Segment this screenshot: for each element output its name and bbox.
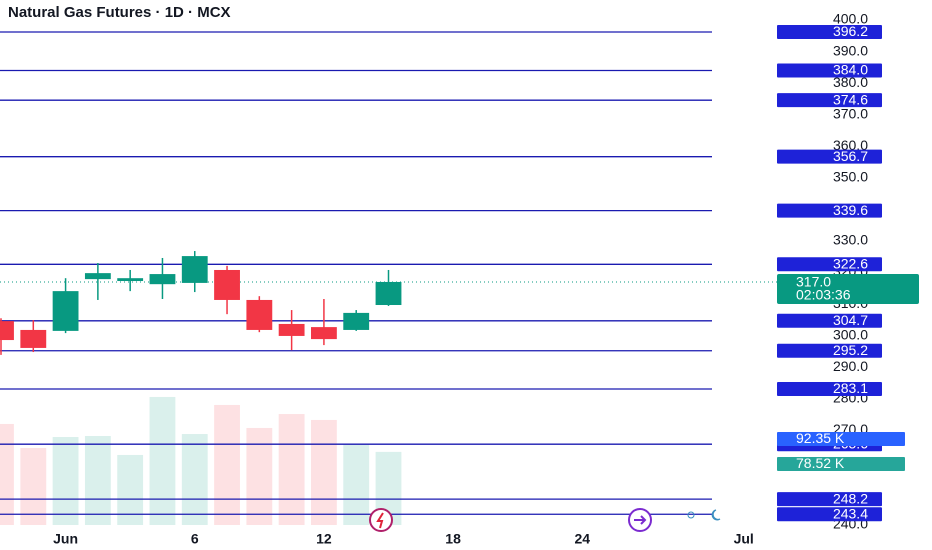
y-tick-label: 380.0: [833, 74, 868, 90]
level-box: [777, 24, 882, 39]
volume-bar: [117, 454, 144, 525]
level-box: [777, 313, 882, 328]
candle-body: [0, 321, 14, 341]
candle-body: [343, 312, 370, 330]
candle-body: [278, 323, 305, 336]
volume-bar: [311, 419, 337, 525]
x-tick-label: 12: [316, 531, 332, 547]
level-box: [777, 149, 882, 164]
level-label: 396.2: [833, 23, 868, 39]
candle-body: [375, 281, 402, 306]
candle-body: [52, 291, 79, 331]
volume-marker-label: 92.35 K: [796, 430, 845, 446]
level-label: 295.2: [833, 342, 868, 358]
y-tick-label: 290.0: [833, 358, 868, 374]
level-label: 356.7: [833, 148, 868, 164]
x-tick-label: 6: [191, 531, 199, 547]
y-tick-label: 360.0: [833, 137, 868, 153]
y-tick-label: 350.0: [833, 169, 868, 185]
level-label: 243.4: [833, 505, 868, 521]
level-box: [777, 93, 882, 108]
y-tick-label: 390.0: [833, 42, 868, 58]
candle-body: [181, 256, 208, 283]
y-tick-label: 300.0: [833, 326, 868, 342]
y-tick-label: 330.0: [833, 232, 868, 248]
volume-bar: [181, 434, 208, 525]
candle-body: [149, 274, 176, 285]
y-tick-label: 370.0: [833, 105, 868, 121]
level-box: [777, 203, 882, 218]
volume-bar: [84, 435, 111, 525]
level-box: [777, 492, 882, 507]
level-label: 374.6: [833, 91, 868, 107]
volume-marker-box: [777, 432, 905, 447]
countdown: 02:03:36: [796, 287, 851, 303]
last-price-box: [777, 273, 919, 304]
volume-bar: [0, 423, 14, 525]
candle-body: [246, 299, 273, 330]
x-tick-label: 24: [574, 531, 590, 547]
level-label: 304.7: [833, 312, 868, 328]
volume-bar: [52, 437, 79, 525]
volume-bar: [343, 443, 370, 525]
x-tick-label: Jun: [53, 531, 78, 547]
volume-marker-label: 78.52 K: [796, 455, 845, 471]
candle-body: [117, 278, 144, 282]
last-price-label: 317.0: [796, 274, 831, 290]
level-label: 339.6: [833, 202, 868, 218]
level-box: [777, 63, 882, 78]
x-tick-label: 18: [445, 531, 461, 547]
y-tick-label: 400.0: [833, 11, 868, 27]
level-box: [777, 507, 882, 522]
candle-body: [20, 329, 47, 348]
level-box: [777, 257, 882, 272]
candle-body: [84, 273, 111, 280]
volume-bar: [246, 427, 273, 525]
chart-title: Natural Gas Futures · 1D · MCX: [8, 4, 231, 21]
candle-body: [311, 327, 337, 340]
level-label: 248.2: [833, 490, 868, 506]
level-label: 322.6: [833, 255, 868, 271]
candle-body: [214, 269, 240, 300]
volume-bar: [214, 404, 240, 525]
volume-bar: [278, 414, 305, 525]
volume-bar: [20, 448, 47, 525]
level-label: 283.1: [833, 380, 868, 396]
level-label: 384.0: [833, 62, 868, 78]
x-tick-label: Jul: [734, 531, 754, 547]
level-box: [777, 343, 882, 358]
volume-bar: [149, 396, 176, 525]
level-box: [777, 381, 882, 396]
volume-marker-box: [777, 457, 905, 472]
